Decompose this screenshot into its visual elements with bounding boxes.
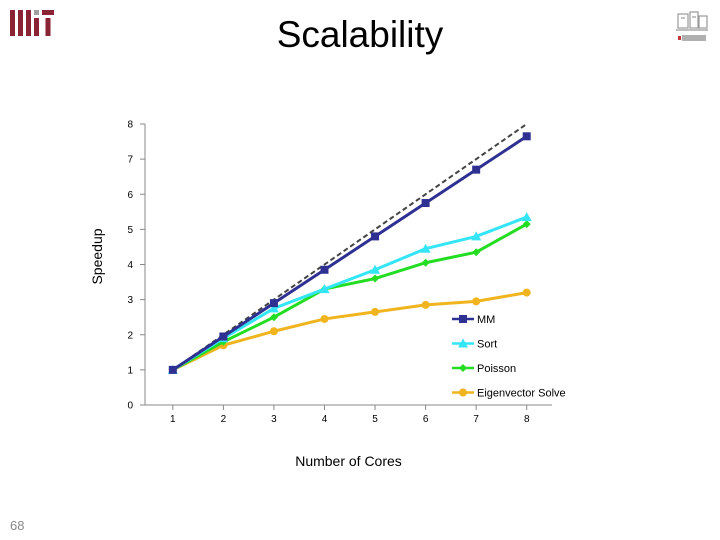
data-point-sort (268, 303, 279, 313)
y-axis-title: Speedup (89, 228, 105, 284)
data-point-mm (472, 165, 481, 174)
y-tick-label: 8 (127, 120, 133, 131)
data-point-poisson (522, 220, 531, 229)
legend-label-eigenvector-solve: Eigenvector Solve (477, 388, 566, 400)
data-point-eigenvector-solve (472, 297, 481, 306)
y-tick-label: 3 (127, 295, 133, 306)
legend-marker-eigenvector-solve (459, 388, 467, 397)
data-point-mm (168, 365, 177, 374)
x-tick-label: 7 (473, 414, 479, 425)
x-tick-label: 1 (170, 414, 176, 425)
data-point-eigenvector-solve (320, 314, 329, 323)
data-point-poisson (269, 313, 278, 322)
data-point-poisson (421, 258, 430, 267)
legend-marker-poisson (459, 364, 467, 372)
data-point-poisson (371, 274, 380, 283)
data-point-poisson (472, 248, 481, 257)
data-point-eigenvector-solve (269, 327, 278, 336)
series-line-eigenvector-solve (172, 291, 527, 372)
data-point-mm (522, 132, 531, 141)
legend-label-sort: Sort (477, 339, 497, 351)
y-tick-label: 4 (127, 260, 133, 271)
slide-number: 68 (10, 518, 25, 533)
slide-title: Scalability (276, 14, 444, 55)
y-tick-label: 2 (127, 330, 133, 341)
x-tick-label: 2 (221, 414, 227, 425)
series-line-poisson (172, 222, 528, 372)
data-point-eigenvector-solve (371, 307, 380, 316)
data-point-mm (421, 199, 430, 208)
legend-label-mm: MM (477, 314, 495, 326)
data-point-mm (320, 265, 329, 274)
x-tick-label: 3 (271, 414, 277, 425)
data-point-sort (471, 231, 482, 241)
legend-label-poisson: Poisson (477, 363, 516, 375)
x-tick-label: 6 (423, 414, 429, 425)
x-tick-label: 4 (322, 414, 328, 425)
y-tick-label: 7 (127, 155, 133, 166)
data-point-mm (219, 332, 228, 341)
data-point-sort (521, 212, 532, 222)
data-point-sort (319, 284, 330, 294)
y-tick-label: 0 (127, 401, 133, 412)
data-point-eigenvector-solve (421, 300, 430, 309)
csail-logo (676, 11, 708, 41)
x-axis-title: Number of Cores (295, 453, 402, 469)
data-point-eigenvector-solve (522, 288, 531, 297)
data-point-mm (269, 299, 278, 308)
series-line-mm (171, 135, 528, 372)
y-tick-label: 5 (127, 225, 133, 236)
series-line-sort (172, 215, 528, 372)
y-tick-label: 1 (127, 365, 133, 376)
data-point-mm (371, 232, 380, 241)
data-point-sort (420, 243, 431, 253)
x-tick-label: 8 (524, 414, 530, 425)
mit-logo (10, 10, 54, 36)
legend-marker-mm (459, 315, 467, 323)
x-tick-label: 5 (372, 414, 378, 425)
legend-marker-sort (458, 338, 468, 348)
data-point-sort (370, 264, 381, 274)
y-tick-label: 6 (127, 190, 133, 201)
